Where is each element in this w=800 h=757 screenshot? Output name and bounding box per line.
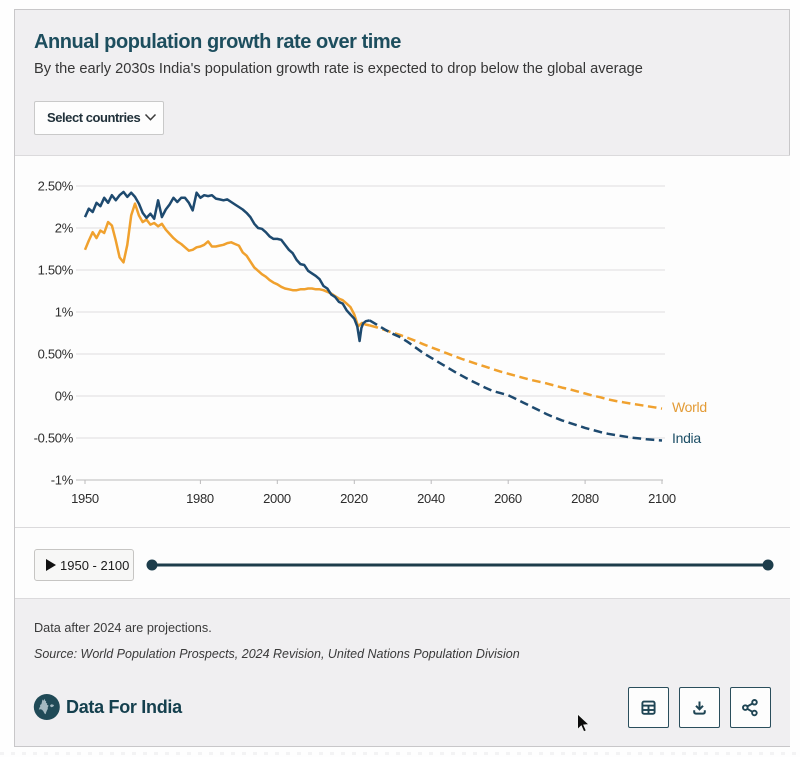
- svg-text:2%: 2%: [55, 221, 74, 236]
- svg-text:1.50%: 1.50%: [38, 263, 74, 278]
- svg-text:2000: 2000: [263, 491, 291, 506]
- svg-text:1980: 1980: [186, 491, 214, 506]
- svg-text:1%: 1%: [55, 305, 74, 320]
- svg-text:1950: 1950: [71, 491, 99, 506]
- svg-text:2040: 2040: [417, 491, 445, 506]
- svg-text:2020: 2020: [340, 491, 368, 506]
- svg-text:-0.50%: -0.50%: [34, 431, 74, 446]
- svg-text:0%: 0%: [55, 389, 74, 404]
- svg-text:India: India: [672, 430, 701, 446]
- svg-text:-1%: -1%: [51, 473, 74, 488]
- svg-text:World: World: [672, 399, 707, 415]
- svg-text:2080: 2080: [571, 491, 599, 506]
- svg-text:2100: 2100: [648, 491, 676, 506]
- svg-text:2.50%: 2.50%: [38, 179, 74, 194]
- svg-text:2060: 2060: [494, 491, 522, 506]
- svg-text:0.50%: 0.50%: [38, 347, 74, 362]
